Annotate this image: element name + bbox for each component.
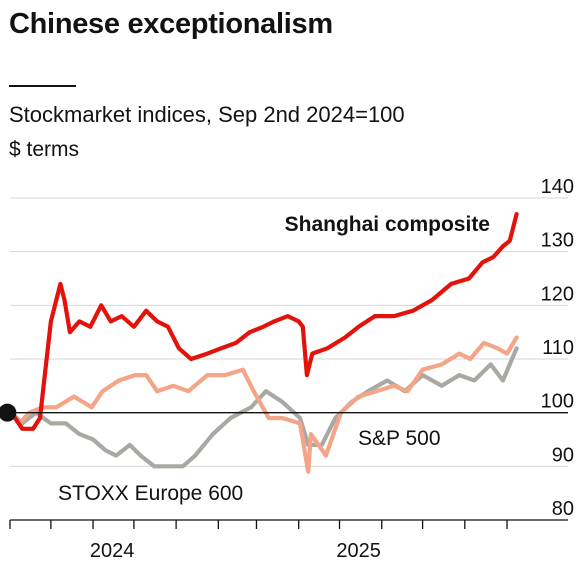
series-lines xyxy=(9,212,519,474)
baseline xyxy=(0,403,568,422)
unit-label: $ terms xyxy=(9,138,80,161)
x-tick-label: 2025 xyxy=(336,540,381,562)
start-point-dot xyxy=(0,403,17,422)
x-tick-label: 2024 xyxy=(90,540,135,562)
series-line-s-p-500 xyxy=(9,335,519,474)
series-label-s-p-500: S&P 500 xyxy=(358,427,441,450)
chart-title: Chinese exceptionalism xyxy=(9,8,333,40)
y-tick-label: 140 xyxy=(541,176,574,198)
y-tick-label: 120 xyxy=(541,283,574,305)
series-labels: Shanghai composite S&P 500 STOXX Europe 60… xyxy=(58,213,490,505)
y-axis-labels: 80 90 100 110 120 130 140 xyxy=(541,176,574,520)
series-line-stoxx-europe-600 xyxy=(9,346,519,469)
chart-subtitle: Stockmarket indices, Sep 2nd 2024=100 xyxy=(9,102,405,127)
y-tick-label: 90 xyxy=(552,444,574,466)
series-label-shanghai-composite: Shanghai composite xyxy=(285,213,490,236)
y-tick-label: 80 xyxy=(552,498,574,520)
y-tick-label: 130 xyxy=(541,230,574,252)
series-label-stoxx-europe-600: STOXX Europe 600 xyxy=(58,482,243,505)
title-rule xyxy=(9,85,76,87)
gridlines xyxy=(10,197,568,467)
series-line-shanghai-composite xyxy=(9,212,519,431)
x-axis: 2024 2025 xyxy=(9,519,568,562)
y-tick-label: 110 xyxy=(542,337,574,359)
y-tick-label: 100 xyxy=(541,391,574,413)
